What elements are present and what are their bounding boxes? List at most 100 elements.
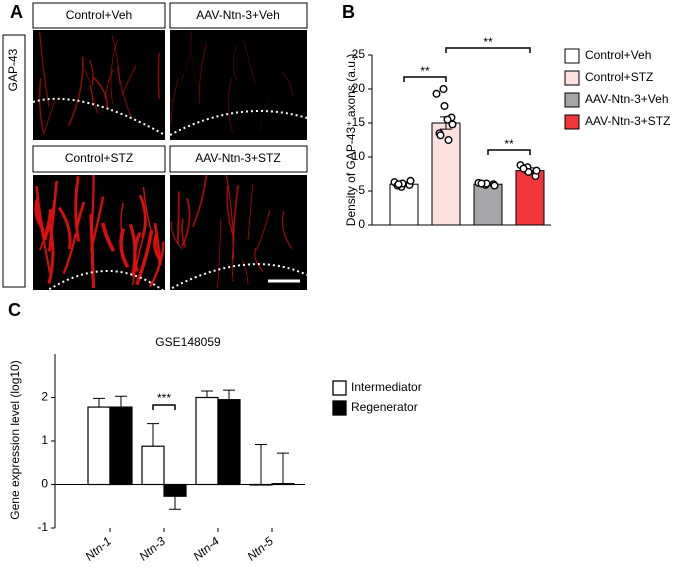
axon [282, 71, 294, 96]
y-tick-label: 15 [352, 115, 366, 129]
axon [153, 222, 162, 266]
axon [34, 200, 51, 274]
significance-label: ** [504, 137, 514, 151]
axon [38, 78, 45, 133]
axon [232, 45, 238, 83]
data-point [394, 180, 403, 189]
axon [43, 100, 56, 136]
error-bar [169, 496, 181, 510]
axon [281, 211, 293, 249]
axon [104, 68, 114, 100]
significance-label: ** [483, 35, 493, 49]
bar [389, 183, 419, 226]
axon [242, 260, 249, 285]
panel-label: C [8, 300, 21, 320]
image-title: AAV-Ntn-3+STZ [195, 151, 280, 165]
legend-label: Intermediator [351, 380, 422, 394]
axon [170, 78, 179, 126]
axon [92, 76, 109, 110]
data-point [440, 101, 449, 110]
legend-label: Control+Veh [585, 48, 651, 62]
axon [116, 65, 133, 119]
legend-label: AAV-Ntn-3+Veh [585, 92, 669, 106]
y-tick-label: 0 [358, 217, 365, 231]
axon [170, 221, 183, 250]
y-axis-label: Gene expression level (log10) [8, 360, 22, 519]
legend-label: Control+STZ [585, 70, 653, 84]
y-tick-label: 1 [41, 433, 48, 447]
bar [473, 183, 503, 226]
axon [42, 209, 53, 241]
axon [48, 180, 58, 252]
axon [89, 175, 95, 232]
boundary [171, 263, 307, 289]
legend-label: Regenerator [351, 400, 418, 414]
data-point [436, 131, 445, 140]
chart-title: GSE148059 [155, 335, 221, 349]
axon [47, 222, 55, 285]
micrograph [170, 30, 307, 140]
y-tick-label: 10 [352, 149, 366, 163]
axon [58, 206, 72, 250]
data-point [477, 179, 486, 188]
data-point [439, 84, 448, 93]
axon [110, 39, 118, 104]
axon [255, 209, 271, 251]
y-tick-label: 0 [41, 477, 48, 491]
axon [157, 53, 160, 100]
bar [217, 399, 241, 486]
axon [142, 187, 153, 234]
bar [249, 483, 273, 486]
bar [87, 406, 111, 486]
axon [226, 185, 235, 237]
bar [141, 445, 165, 486]
panel-label: A [10, 2, 23, 22]
image-title: Control+STZ [65, 151, 133, 165]
data-point [490, 181, 499, 190]
axon [135, 229, 154, 286]
axon [198, 43, 208, 104]
axon [190, 31, 202, 98]
bar [163, 483, 187, 497]
data-point [444, 135, 453, 144]
legend-label: AAV-Ntn-3+STZ [585, 114, 670, 128]
significance-bracket [487, 149, 531, 155]
x-tick-label: Ntn-1 [82, 534, 113, 564]
data-point [432, 89, 441, 98]
image-header [32, 145, 166, 173]
significance-label: *** [157, 391, 171, 405]
legend-swatch [564, 48, 580, 64]
x-tick-label: Ntn-5 [244, 534, 276, 564]
axon [100, 222, 116, 252]
legend-swatch [564, 70, 580, 86]
panel-label: B [342, 2, 355, 22]
bar [271, 483, 295, 486]
data-point [519, 164, 528, 173]
y-axis-label: Density of GAP-43⁺ axons (a.u.) [344, 54, 358, 226]
y-tick-label: 2 [41, 390, 48, 404]
data-point [406, 176, 415, 185]
error-bar [115, 395, 127, 408]
data-point [443, 115, 452, 124]
axon [243, 40, 256, 85]
legend-swatch [564, 92, 580, 108]
axon [62, 232, 78, 274]
micrograph [170, 175, 307, 290]
image-header [32, 2, 166, 29]
data-point [532, 166, 541, 175]
bar [515, 170, 545, 226]
stain-box [2, 34, 26, 288]
error-bar [277, 452, 289, 484]
axon [138, 194, 147, 239]
axon [231, 252, 234, 282]
chart-c: C GSE148059 Gene expression level (log10) -… [8, 300, 422, 564]
boundary [33, 97, 165, 136]
significance-bracket [152, 404, 176, 410]
y-tick-label: 20 [352, 81, 366, 95]
error-bar [223, 389, 235, 400]
axon [176, 191, 180, 244]
significance-bracket [445, 47, 531, 53]
axon [181, 218, 187, 248]
boundary [170, 110, 307, 136]
